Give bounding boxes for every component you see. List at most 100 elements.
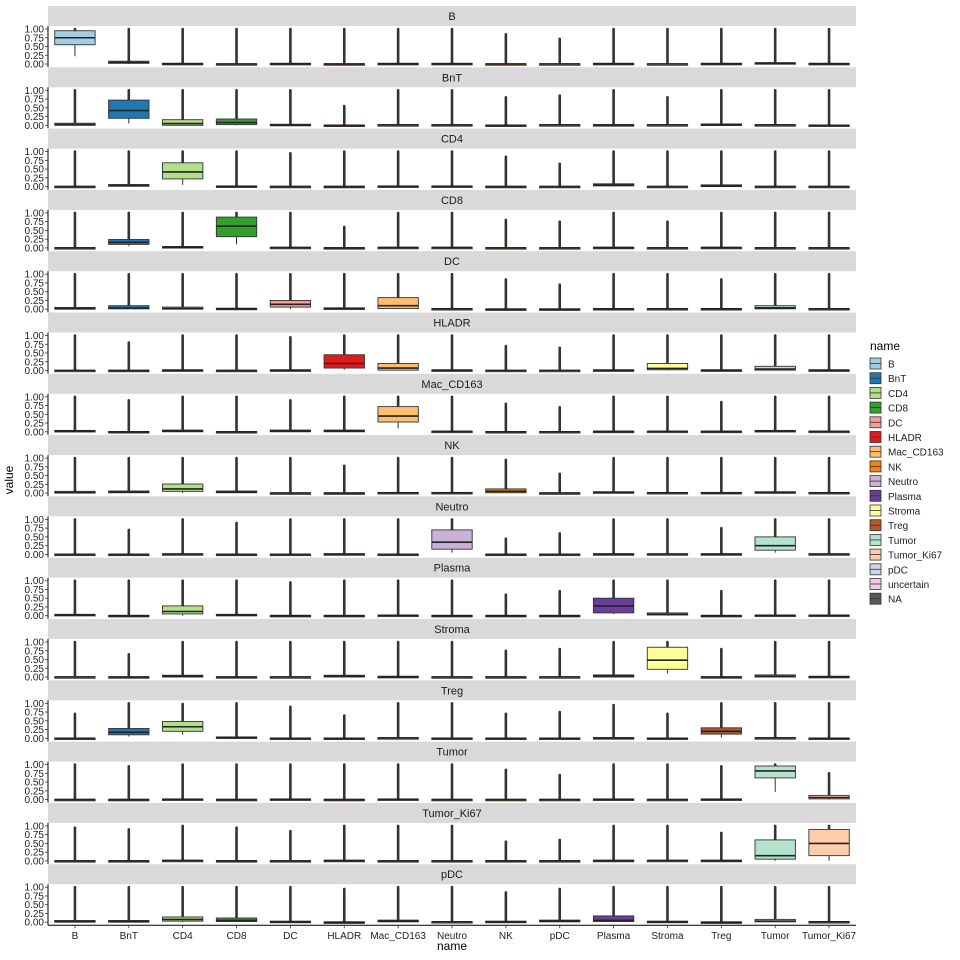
y-tick-label: 0.75: [25, 33, 45, 44]
y-tick-label: 0.25: [25, 112, 45, 123]
y-tick-label: 1.00: [25, 331, 45, 342]
y-tick-label: 0.75: [25, 524, 45, 535]
y-tick-label: 0.25: [25, 602, 45, 613]
facet-title: Tumor: [436, 747, 468, 759]
facet-strip: [48, 741, 856, 762]
x-tick-label: Plasma: [597, 931, 631, 942]
facet-strip: [48, 312, 856, 333]
y-tick-label: 0.00: [25, 489, 45, 500]
facet-strip: [48, 435, 856, 456]
facet-title: Treg: [441, 685, 463, 697]
legend-label: Tumor_Ki67: [888, 551, 943, 562]
box: [646, 363, 689, 371]
legend-label: B: [888, 360, 895, 371]
x-tick-label: Stroma: [651, 931, 684, 942]
y-tick-label: 0.00: [25, 795, 45, 806]
box: [162, 119, 204, 126]
facet-title: pDC: [441, 869, 463, 881]
facet-strip: [48, 680, 856, 701]
legend-label: CD4: [888, 389, 908, 400]
y-tick-label: 0.50: [25, 103, 45, 114]
box: [592, 915, 635, 922]
facet-title: Mac_CD163: [421, 379, 482, 391]
y-tick-label: 0.00: [25, 60, 45, 71]
y-tick-label: 0.00: [25, 182, 45, 193]
facet-strip: [48, 251, 856, 272]
box: [377, 297, 419, 309]
y-tick-label: 0.50: [25, 839, 45, 850]
box: [754, 365, 796, 371]
box: [323, 354, 365, 369]
y-tick-label: 0.25: [25, 296, 45, 307]
y-tick-label: 1.00: [25, 25, 45, 36]
x-tick-label: Tumor_Ki67: [802, 931, 857, 942]
y-tick-label: 0.75: [25, 340, 45, 351]
y-tick-label: 0.25: [25, 848, 45, 859]
y-tick-label: 0.25: [25, 173, 45, 184]
x-tick-label: pDC: [550, 931, 570, 942]
legend-label: Neutro: [888, 477, 918, 488]
y-tick-label: 0.75: [25, 769, 45, 780]
legend-label: HLADR: [888, 433, 922, 444]
y-tick-label: 0.75: [25, 708, 45, 719]
facet-title: Plasma: [434, 563, 472, 575]
y-tick-label: 0.75: [25, 95, 45, 106]
facet-title: NK: [444, 440, 460, 452]
facet-title: DC: [444, 256, 460, 268]
legend-label: NA: [888, 595, 902, 606]
x-tick-label: CD4: [173, 931, 193, 942]
y-tick-label: 1.00: [25, 760, 45, 771]
y-tick-label: 1.00: [25, 821, 45, 832]
legend-label: uncertain: [888, 580, 929, 591]
y-tick-label: 0.25: [25, 786, 45, 797]
facet-title: Neutro: [435, 501, 468, 513]
facet-strip: [48, 373, 856, 394]
y-tick-label: 0.25: [25, 235, 45, 246]
box: [646, 646, 689, 670]
y-tick-label: 0.25: [25, 51, 45, 62]
facet-strip: [48, 6, 856, 26]
y-tick-label: 0.50: [25, 900, 45, 911]
y-tick-label: 0.25: [25, 909, 45, 920]
legend-label: Tumor: [888, 536, 917, 547]
x-tick-label: CD8: [227, 931, 247, 942]
facet-title: HLADR: [433, 318, 470, 330]
facet-strip: [48, 128, 856, 149]
y-tick-label: 0.75: [25, 278, 45, 289]
y-tick-label: 0.25: [25, 541, 45, 552]
box: [162, 483, 204, 492]
y-tick-label: 0.50: [25, 349, 45, 360]
facet-title: BnT: [442, 72, 462, 84]
y-tick-label: 0.50: [25, 471, 45, 482]
box: [754, 536, 796, 551]
y-tick-label: 0.00: [25, 918, 45, 929]
y-tick-label: 0.25: [25, 725, 45, 736]
y-tick-label: 0.00: [25, 366, 45, 377]
y-tick-label: 1.00: [25, 883, 45, 894]
y-tick-label: 0.50: [25, 594, 45, 605]
legend-label: NK: [888, 462, 902, 473]
y-tick-label: 0.75: [25, 217, 45, 228]
facet-strip: [48, 67, 856, 88]
facet-strip: [48, 864, 856, 885]
y-tick-label: 0.00: [25, 856, 45, 867]
y-tick-label: 0.75: [25, 462, 45, 473]
x-axis-title: name: [437, 939, 467, 953]
y-tick-label: 0.75: [25, 156, 45, 167]
y-axis-title: value: [2, 465, 16, 494]
y-tick-label: 0.25: [25, 480, 45, 491]
y-tick-label: 0.75: [25, 830, 45, 841]
legend-label: BnT: [888, 374, 906, 385]
facet-strip: [48, 619, 856, 639]
y-tick-label: 1.00: [25, 638, 45, 649]
x-tick-label: Treg: [711, 931, 731, 942]
legend-label: Treg: [888, 521, 908, 532]
y-tick-label: 0.25: [25, 664, 45, 675]
legend-title: name: [870, 339, 900, 353]
y-tick-label: 0.75: [25, 646, 45, 657]
y-tick-label: 0.50: [25, 165, 45, 176]
y-tick-label: 1.00: [25, 392, 45, 403]
box: [754, 765, 796, 779]
y-tick-label: 0.00: [25, 121, 45, 132]
